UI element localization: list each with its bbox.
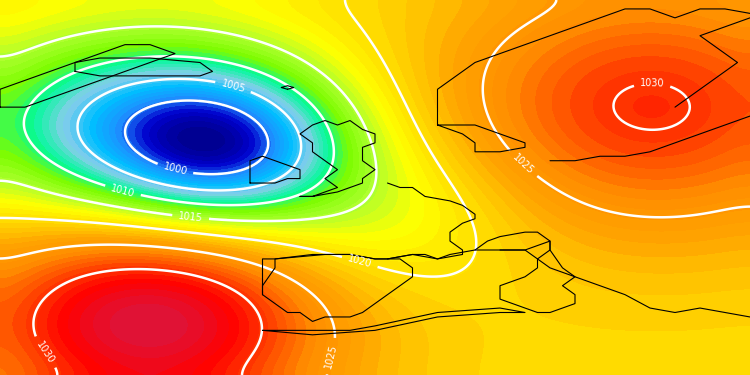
Text: 1030: 1030 xyxy=(640,78,664,89)
Text: 1005: 1005 xyxy=(220,78,247,94)
Text: 1020: 1020 xyxy=(346,254,373,270)
Text: 1000: 1000 xyxy=(162,162,188,177)
Text: 1030: 1030 xyxy=(34,339,56,365)
Text: 1025: 1025 xyxy=(323,343,339,369)
Text: 1010: 1010 xyxy=(110,183,136,199)
Text: 1015: 1015 xyxy=(178,211,203,223)
Text: 1025: 1025 xyxy=(511,152,536,176)
